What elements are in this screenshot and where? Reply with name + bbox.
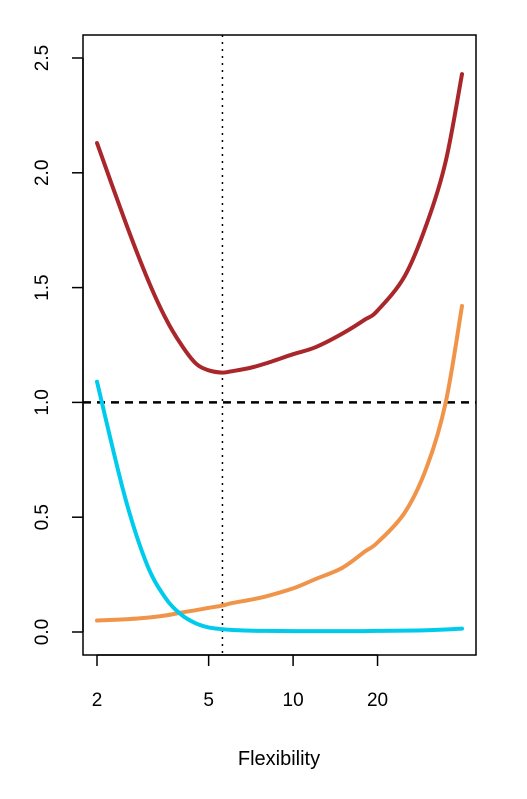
x-tick-label: 5: [203, 690, 214, 711]
series-group: [95, 72, 464, 634]
reference-lines: [83, 35, 476, 655]
series-line-0: [95, 72, 464, 375]
y-axis: 0.0 0.5 1.0 1.5 2.0 2.5: [32, 45, 84, 645]
plot-frame: [82, 34, 477, 656]
y-tick-label: 0.0: [32, 619, 53, 645]
series-line-1: [95, 304, 464, 623]
x-tick-label: 20: [367, 690, 388, 711]
x-tick-label: 2: [92, 690, 103, 711]
y-tick-label: 2.5: [32, 45, 53, 71]
x-tick-label: 10: [283, 690, 304, 711]
series-line-2: [95, 379, 464, 634]
y-tick-label: 1.5: [32, 274, 53, 300]
x-axis: 2 5 10 20: [92, 654, 388, 711]
y-tick-label: 1.0: [32, 389, 53, 415]
y-tick-label: 0.5: [32, 504, 53, 530]
y-tick-label: 2.0: [32, 160, 53, 186]
x-axis-title: Flexibility: [238, 748, 320, 770]
